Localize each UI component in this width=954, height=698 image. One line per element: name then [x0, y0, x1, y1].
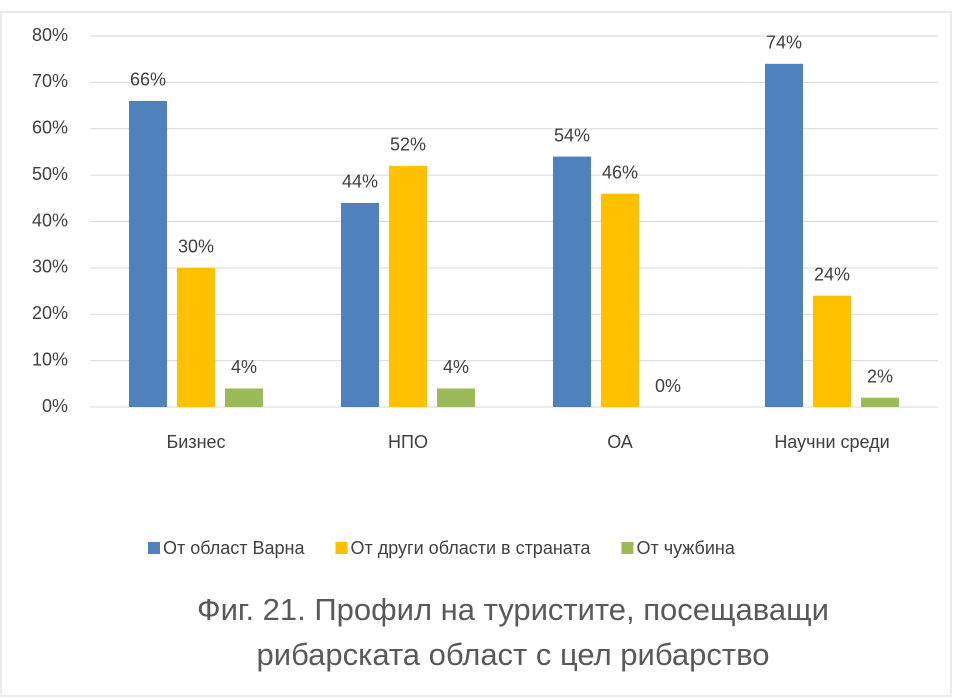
- x-tick-label: НПО: [388, 432, 428, 452]
- x-tick-label: ОА: [607, 432, 633, 452]
- data-label: 2%: [867, 366, 893, 386]
- y-tick-label: 40%: [32, 210, 68, 230]
- bar: [389, 165, 427, 407]
- data-label: 46%: [602, 162, 638, 182]
- bar: [177, 267, 215, 407]
- data-label: 30%: [178, 237, 214, 257]
- data-label: 4%: [443, 357, 469, 377]
- data-label: 4%: [231, 357, 257, 377]
- data-label: 44%: [342, 172, 378, 192]
- bar: [129, 100, 167, 408]
- bar: [437, 388, 475, 407]
- legend-label: От чужбина: [636, 538, 735, 558]
- y-tick-label: 10%: [32, 349, 68, 369]
- y-tick-label: 70%: [32, 71, 68, 91]
- y-tick-label: 60%: [32, 118, 68, 138]
- data-label: 52%: [390, 135, 426, 155]
- chart-title: рибарската област с цел рибарство: [257, 637, 770, 672]
- legend-swatch: [148, 542, 160, 554]
- legend-label: От област Варна: [163, 538, 305, 558]
- bar: [861, 397, 899, 407]
- bar: [813, 295, 851, 407]
- legend-swatch: [335, 542, 348, 554]
- y-tick-label: 50%: [32, 164, 68, 184]
- chart-title: Фиг. 21. Профил на туристите, посещаващи: [197, 592, 829, 627]
- data-label: 66%: [130, 70, 166, 90]
- data-label: 0%: [655, 376, 681, 396]
- y-tick-label: 30%: [32, 257, 68, 277]
- y-tick-label: 0%: [42, 396, 68, 416]
- y-tick-label: 20%: [32, 303, 68, 323]
- x-tick-label: Бизнес: [166, 432, 225, 452]
- y-tick-label: 80%: [32, 25, 68, 45]
- bar: [601, 193, 639, 407]
- bar: [553, 156, 591, 407]
- data-label: 74%: [766, 33, 802, 53]
- legend-swatch: [621, 542, 634, 554]
- data-label: 24%: [814, 264, 850, 284]
- bar: [225, 388, 263, 407]
- bar: [765, 63, 803, 407]
- legend-label: От други области в страната: [351, 538, 592, 558]
- x-tick-label: Научни среди: [774, 432, 889, 452]
- bar: [341, 202, 379, 407]
- data-label: 54%: [554, 125, 590, 145]
